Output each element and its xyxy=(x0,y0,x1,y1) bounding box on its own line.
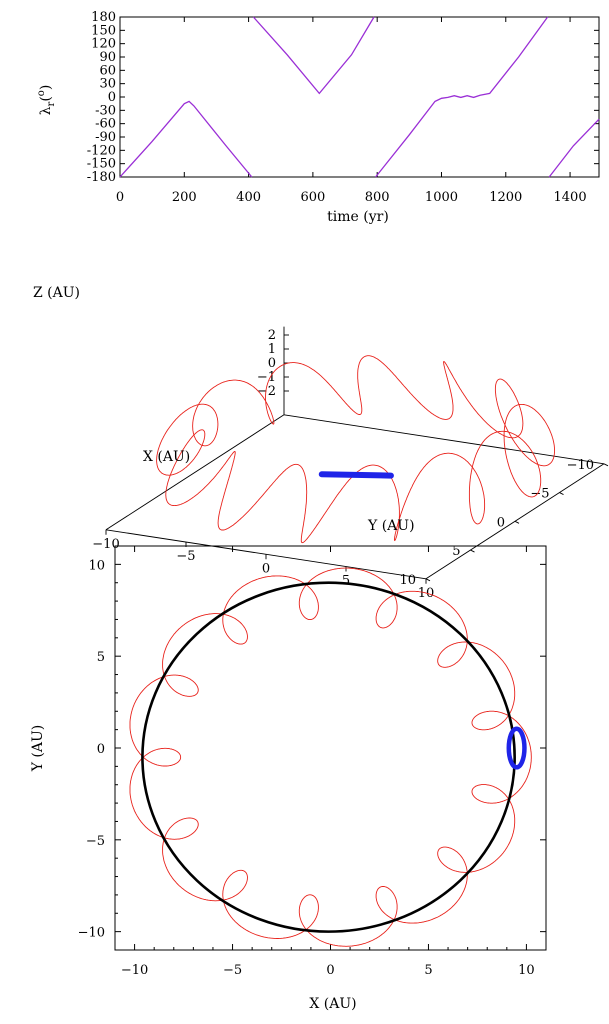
panel3-xtick-label: −10 xyxy=(121,963,148,978)
panel-lambda-time: 0 200 400 600 800 1000 1200 1400 180150120906030… xyxy=(36,10,600,225)
panel2-ztick-label: 0 xyxy=(268,356,276,371)
panel2-xtick-label: −5 xyxy=(530,487,549,502)
panel1-ylabel-sub: r xyxy=(46,101,57,106)
panel1-ylabel: λr(o) xyxy=(36,85,57,116)
panel1-series-line xyxy=(119,100,253,178)
panel3-tadpole-orbit xyxy=(129,567,532,947)
panel1-series xyxy=(119,16,600,178)
panel1-ytick-label: 60 xyxy=(99,63,116,78)
panel2-xtick-mark xyxy=(559,492,564,495)
panel2-xtick-mark xyxy=(425,578,431,582)
panel3-ylabel: Y (AU) xyxy=(30,725,46,773)
panel2-orbit-curve xyxy=(156,355,556,544)
panel3-xtick-label: 10 xyxy=(518,963,535,978)
panel2-ytick-label: 5 xyxy=(342,574,350,589)
panel1-ytick-label: -60 xyxy=(95,117,116,132)
panel2-base-edge xyxy=(283,414,605,465)
panel1-ytick-label: 90 xyxy=(99,50,116,65)
panel1-ytick-label: -30 xyxy=(95,103,116,118)
panel3-xtick-label: 5 xyxy=(424,963,432,978)
panel1-xtick-label: 0 xyxy=(116,190,124,205)
panel1-ylabel-sup: o xyxy=(36,90,47,96)
panel2-xtick-label: 10 xyxy=(399,573,416,588)
panel2-xtick-label: −10 xyxy=(567,458,594,473)
panel1-xtick-label: 600 xyxy=(300,190,325,205)
panel3-xlabel: X (AU) xyxy=(309,996,356,1012)
panel1-ytick-label: 0 xyxy=(108,90,116,105)
panel1-ytick-label: -90 xyxy=(95,130,116,145)
panel2-ytick-label: 0 xyxy=(262,561,270,576)
panel1-ytick-label: 30 xyxy=(99,77,116,92)
panel2-tadpole-orbit xyxy=(156,355,556,544)
panel2-ztick-label: 2 xyxy=(268,328,276,343)
panel2-xtick-mark xyxy=(603,463,609,467)
panel2-xtick-label: 5 xyxy=(452,544,460,559)
panel1-series-line xyxy=(252,16,375,95)
panel3-curves xyxy=(129,567,532,947)
panel3-ticks: −10 −5 0 5 10 10 5 0 −5 −10 xyxy=(78,545,547,978)
panel1-ylabel-main: λ xyxy=(38,106,54,115)
panel2-object-mark xyxy=(318,471,394,479)
panel2-xtick-mark xyxy=(470,549,475,553)
panel3-trojan-orbit xyxy=(506,726,527,770)
panel1-xtick-label: 1200 xyxy=(489,190,522,205)
panel1-ytick-label: 180 xyxy=(91,10,116,25)
panel3-ytick-label: −5 xyxy=(86,834,105,849)
panel2-xtick-mark xyxy=(514,520,520,524)
panel-xy-orbit: −10 −5 0 5 10 10 5 0 −5 −10 X (AU) Y (AU) xyxy=(30,545,547,1012)
panel2-trojan-object xyxy=(318,471,394,479)
panel2-xtick-label: 0 xyxy=(497,515,505,530)
panel1-ytick-label: -180 xyxy=(87,170,116,185)
panel3-xtick-label: −5 xyxy=(223,963,242,978)
panel1-series-line xyxy=(375,16,549,178)
panel1-xtick-label: 200 xyxy=(172,190,197,205)
panel3-xtick-label: 0 xyxy=(326,963,334,978)
panel1-ticks: 0 200 400 600 800 1000 1200 1400 180150120906030… xyxy=(87,10,599,205)
panel1-xlabel: time (yr) xyxy=(327,209,389,225)
panel3-ytick-label: 10 xyxy=(88,558,105,573)
panel2-ztick-label: −1 xyxy=(257,370,276,385)
panel1-xtick-label: 400 xyxy=(236,190,261,205)
panel1-xtick-label: 1000 xyxy=(425,190,458,205)
panel2-ylabel: Y (AU) xyxy=(367,518,415,534)
panel3-frame xyxy=(114,545,547,951)
panel3-ytick-label: 5 xyxy=(97,650,105,665)
panel1-ytick-label: -150 xyxy=(87,157,116,172)
panel1-ytick-label: 120 xyxy=(91,37,116,52)
panel3-planet-orbit xyxy=(141,581,516,933)
panel2-xlabel: X (AU) xyxy=(143,449,190,465)
panel2-x-axis xyxy=(105,414,285,531)
panel1-xtick-label: 1400 xyxy=(554,190,587,205)
svg-text:λr(o): λr(o) xyxy=(36,85,57,116)
panel3-ytick-label: 0 xyxy=(97,742,105,757)
panel2-ztick-label: 1 xyxy=(268,342,276,357)
panel2-ytick-label: −5 xyxy=(176,549,195,564)
panel2-ytick-label: −10 xyxy=(92,537,119,552)
panel2-zlabel: Z (AU) xyxy=(33,285,80,301)
panel1-xtick-label: 800 xyxy=(365,190,390,205)
panel1-ytick-label: 150 xyxy=(91,23,116,38)
panel3-ytick-label: −10 xyxy=(78,926,105,941)
panel1-ytick-label: -120 xyxy=(87,143,116,158)
panel1-series-line xyxy=(548,118,600,178)
